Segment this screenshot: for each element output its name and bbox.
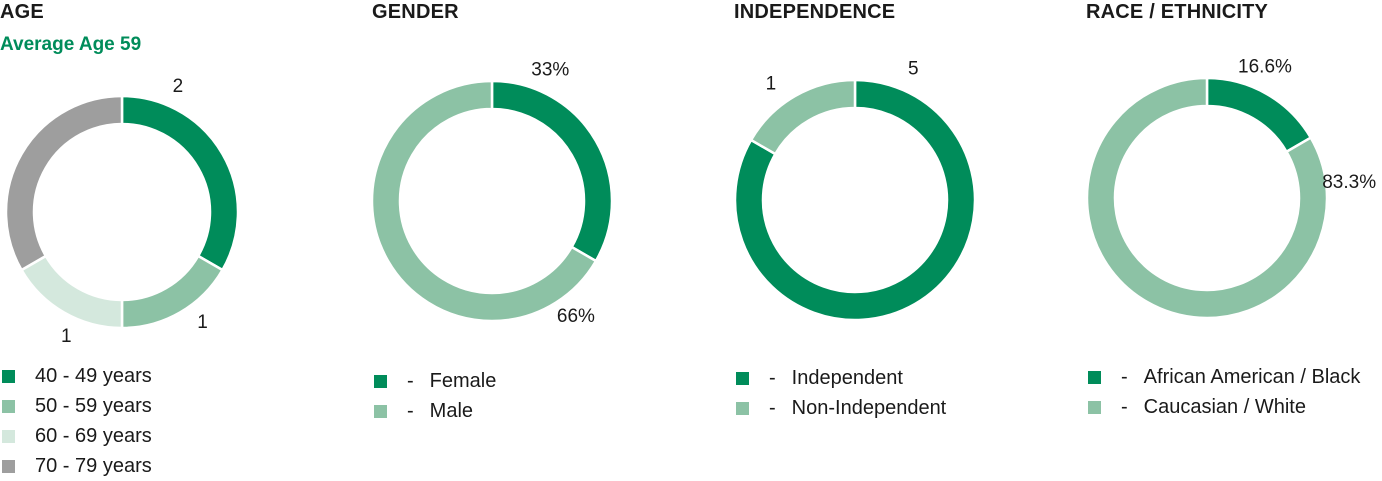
- legend-item: - Female: [374, 366, 496, 396]
- legend-label: 50 - 59 years: [35, 394, 152, 417]
- gender-legend: - Female - Male: [374, 366, 496, 426]
- legend-swatch: [1088, 400, 1101, 414]
- donut-slice: [490, 79, 614, 263]
- race-panel: RACE / ETHNICITY 16.6% 83.3% - African Ame…: [1086, 0, 1382, 480]
- legend-item: 50 - 59 years: [2, 391, 152, 421]
- age-panel: AGE Average Age 59 2112 40 - 49 years50 …: [0, 0, 320, 480]
- legend-item: - Caucasian / White: [1088, 392, 1360, 422]
- legend-item: - Male: [374, 396, 496, 426]
- legend-dash: -: [407, 399, 414, 422]
- legend-label: Female: [429, 369, 497, 392]
- age-donut-chart: 2112: [4, 76, 240, 347]
- donut-slice: [749, 78, 857, 156]
- legend-label: Male: [429, 399, 474, 422]
- legend-item: - African American / Black: [1088, 362, 1360, 392]
- data-label: 1: [61, 326, 72, 347]
- legend-dash: -: [407, 369, 414, 392]
- gender-donut-chart: 33% 66%: [372, 59, 614, 327]
- legend-item: - Non-Independent: [736, 393, 946, 423]
- legend-swatch: [2, 429, 15, 443]
- legend-dash: -: [769, 366, 776, 389]
- data-label: 5: [908, 58, 919, 79]
- legend-item: 70 - 79 years: [2, 451, 152, 481]
- legend-swatch: [374, 374, 387, 388]
- legend-label: 60 - 69 years: [35, 424, 152, 447]
- legend-dash: -: [769, 396, 776, 419]
- legend-item: 40 - 49 years: [2, 361, 152, 391]
- legend-label: Non-Independent: [791, 396, 947, 419]
- race-donut-chart: 16.6% 83.3%: [1086, 56, 1376, 320]
- legend-dash: -: [1121, 365, 1128, 388]
- donut-slice: [734, 78, 977, 322]
- legend-item: 60 - 69 years: [2, 421, 152, 451]
- legend-label: Caucasian / White: [1143, 395, 1306, 418]
- race-legend: - African American / Black - Caucasian / Wh…: [1088, 362, 1360, 422]
- data-label: 1: [197, 312, 208, 333]
- legend-item: - Independent: [736, 363, 946, 393]
- data-label: 33%: [531, 59, 569, 80]
- age-legend: 40 - 49 years 50 - 59 years 60 - 69 years 7…: [2, 361, 152, 481]
- legend-swatch: [374, 404, 387, 418]
- legend-swatch: [736, 401, 749, 415]
- donut-slice: [1205, 76, 1313, 154]
- data-label: 16.6%: [1238, 56, 1292, 77]
- independence-donut-chart: 51: [734, 58, 977, 322]
- donut-slice: [120, 94, 240, 272]
- donut-slice: [19, 254, 124, 330]
- independence-chart-title: INDEPENDENCE: [734, 1, 896, 23]
- legend-swatch: [2, 369, 15, 383]
- legend-label: African American / Black: [1143, 365, 1361, 388]
- data-label: 66%: [557, 306, 595, 327]
- gender-panel: GENDER 33% 66% - Female - Male: [372, 0, 692, 480]
- legend-swatch: [1088, 370, 1101, 384]
- legend-swatch: [2, 399, 15, 413]
- legend-label: Independent: [791, 366, 903, 389]
- donut-slice: [1086, 76, 1329, 320]
- legend-label: 40 - 49 years: [35, 364, 152, 387]
- donut-slice: [372, 79, 598, 323]
- data-label: 2: [173, 76, 184, 97]
- data-label: 83.3%: [1322, 172, 1376, 193]
- race-chart-title: RACE / ETHNICITY: [1086, 1, 1269, 23]
- age-chart-subtitle: Average Age 59: [0, 34, 142, 55]
- age-chart-title: AGE: [0, 1, 44, 23]
- legend-dash: -: [1121, 395, 1128, 418]
- legend-label: 70 - 79 years: [35, 454, 152, 477]
- gender-chart-title: GENDER: [372, 1, 459, 23]
- legend-swatch: [2, 459, 15, 473]
- legend-swatch: [736, 371, 749, 385]
- donut-slice: [4, 94, 124, 272]
- data-label: 1: [766, 73, 777, 94]
- independence-legend: - Independent - Non-Independent: [736, 363, 946, 423]
